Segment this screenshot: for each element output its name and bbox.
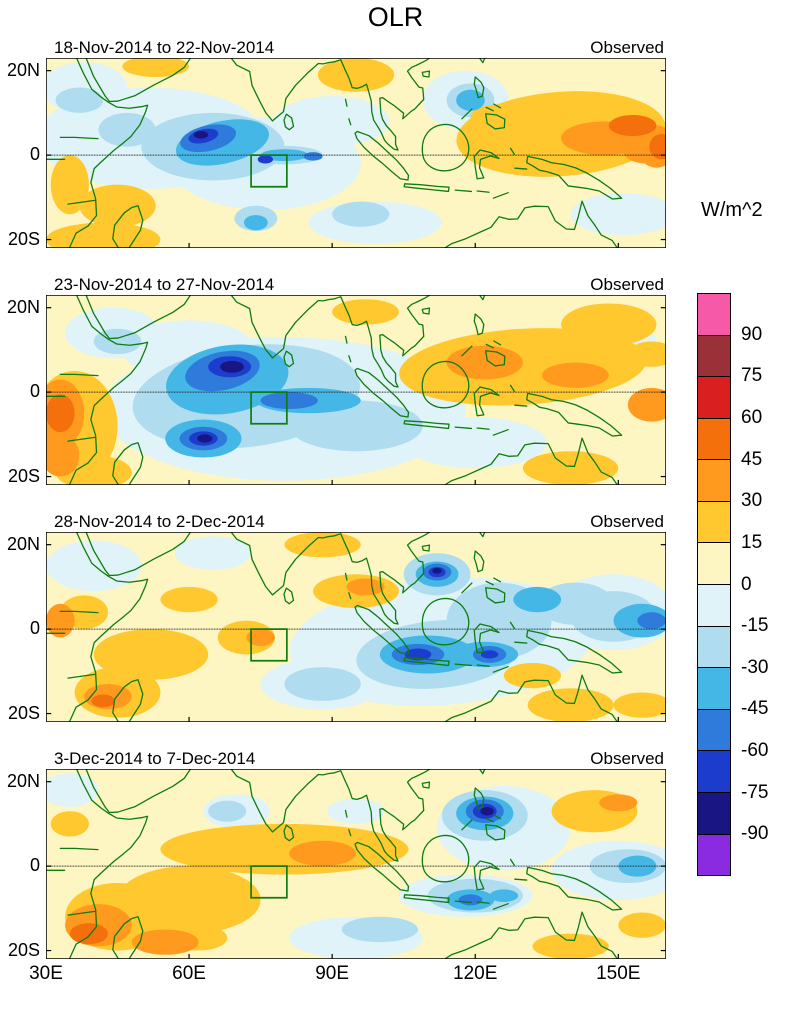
colorbar-units-label: W/m^2 bbox=[701, 199, 763, 221]
colorbar-segment bbox=[698, 418, 730, 461]
x-tick-label: 120E bbox=[453, 963, 498, 984]
panel-2-map bbox=[46, 295, 666, 485]
colorbar-tick-label: 45 bbox=[741, 448, 763, 470]
panel-2-header: 23-Nov-2014 to 27-Nov-2014 Observed bbox=[46, 271, 666, 295]
panel-3-header: 28-Nov-2014 to 2-Dec-2014 Observed bbox=[46, 508, 666, 532]
panel-2-date-range: 23-Nov-2014 to 27-Nov-2014 bbox=[54, 275, 275, 294]
y-tick-label: 20S bbox=[7, 939, 40, 960]
colorbar-segment bbox=[698, 751, 730, 793]
panel-4-map bbox=[46, 769, 666, 959]
panel-4-source-label: Observed bbox=[590, 749, 664, 768]
colorbar-segment bbox=[698, 585, 730, 627]
y-tick-label: 20S bbox=[7, 702, 40, 723]
colorbar-segment bbox=[698, 792, 730, 835]
panel-1-date-range: 18-Nov-2014 to 22-Nov-2014 bbox=[54, 38, 275, 57]
x-tick-label: 60E bbox=[172, 963, 206, 984]
colorbar-tick-label: -45 bbox=[741, 698, 769, 720]
colorbar-segment bbox=[698, 668, 730, 710]
colorbar bbox=[697, 293, 731, 876]
colorbar-tick-label: -30 bbox=[741, 656, 769, 678]
panel-2-source-label: Observed bbox=[590, 275, 664, 294]
panel-1-map bbox=[46, 58, 666, 248]
colorbar-segment bbox=[698, 335, 730, 378]
colorbar-tick-label: 60 bbox=[741, 406, 763, 428]
colorbar-segment bbox=[698, 460, 730, 502]
colorbar-tick-label: 90 bbox=[741, 323, 763, 345]
y-tick-label: 20N bbox=[6, 533, 40, 554]
y-tick-label: 0 bbox=[29, 618, 40, 639]
y-tick-label: 0 bbox=[29, 144, 40, 165]
colorbar-tick-label: -90 bbox=[741, 823, 769, 845]
y-tick-label: 20N bbox=[6, 59, 40, 80]
colorbar-tick-label: -60 bbox=[741, 740, 769, 762]
colorbar-tick-label: 75 bbox=[741, 365, 763, 387]
colorbar-segment bbox=[698, 626, 730, 669]
y-tick-label: 0 bbox=[29, 381, 40, 402]
colorbar-tick-label: -15 bbox=[741, 615, 769, 637]
panel-3-date-range: 28-Nov-2014 to 2-Dec-2014 bbox=[54, 512, 265, 531]
panel-4-date-range: 3-Dec-2014 to 7-Dec-2014 bbox=[54, 749, 256, 768]
x-tick-label: 150E bbox=[596, 963, 641, 984]
panel-1-header: 18-Nov-2014 to 22-Nov-2014 Observed bbox=[46, 34, 666, 58]
colorbar-tick-label: -75 bbox=[741, 781, 769, 803]
colorbar-tick-label: 0 bbox=[741, 573, 752, 595]
colorbar-segment bbox=[698, 501, 730, 544]
colorbar-segment bbox=[698, 709, 730, 752]
colorbar-segment bbox=[698, 377, 730, 419]
y-tick-label: 20S bbox=[7, 465, 40, 486]
x-tick-label: 90E bbox=[315, 963, 350, 984]
colorbar-tick-label: 15 bbox=[741, 531, 763, 553]
panel-1-source-label: Observed bbox=[590, 38, 664, 57]
y-tick-label: 20S bbox=[7, 228, 40, 249]
colorbar-segment bbox=[698, 834, 730, 876]
colorbar-segment bbox=[698, 294, 730, 336]
y-tick-label: 20N bbox=[6, 770, 40, 791]
y-tick-label: 0 bbox=[29, 855, 40, 876]
figure-title: OLR bbox=[367, 2, 424, 32]
panel-3-map bbox=[46, 532, 666, 722]
colorbar-segment bbox=[698, 543, 730, 586]
y-tick-label: 20N bbox=[6, 296, 40, 317]
colorbar-tick-label: 30 bbox=[741, 490, 763, 512]
x-tick-label: 30E bbox=[29, 963, 63, 984]
panel-3-source-label: Observed bbox=[590, 512, 664, 531]
panel-4-header: 3-Dec-2014 to 7-Dec-2014 Observed bbox=[46, 745, 666, 769]
